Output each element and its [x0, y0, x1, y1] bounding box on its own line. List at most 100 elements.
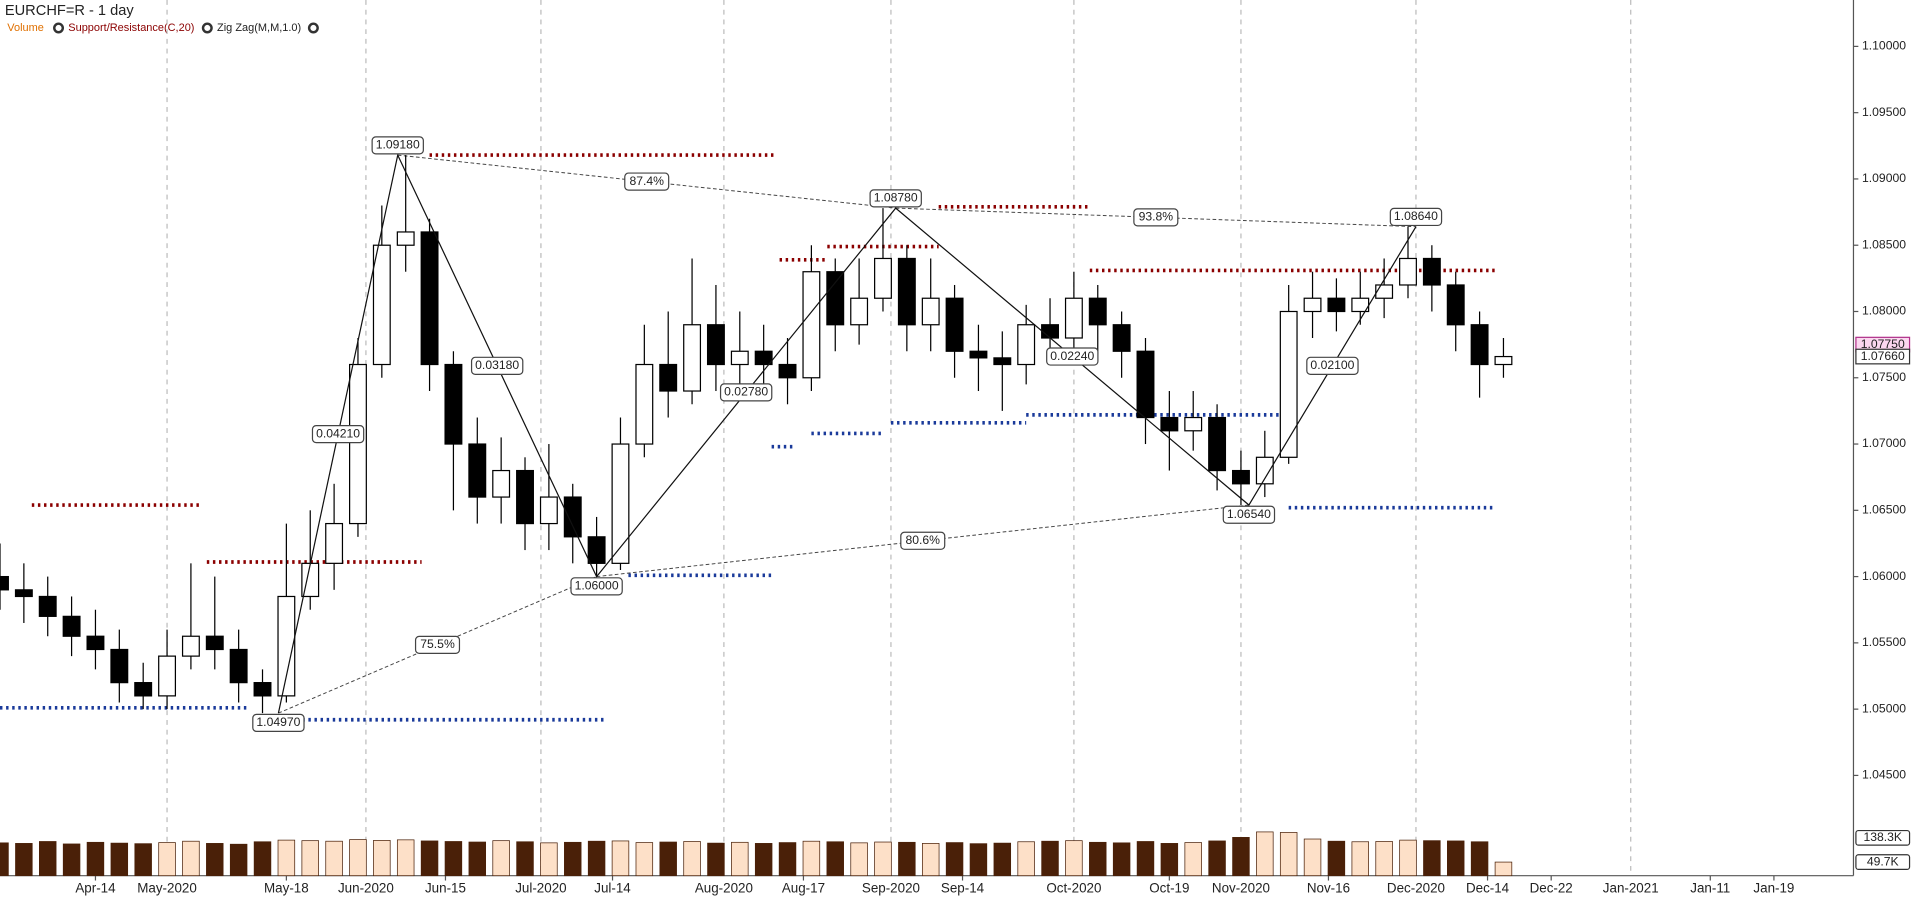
candle-body	[229, 648, 248, 684]
volume-bar	[110, 842, 129, 877]
y-tick-label: 1.05500	[1862, 635, 1906, 649]
candle-body	[706, 324, 725, 366]
y-tick-label: 1.09500	[1862, 105, 1906, 119]
volume-bar	[468, 841, 487, 877]
candle-body	[659, 363, 678, 392]
ratio-label: 93.8%	[1139, 210, 1174, 224]
leg-label-box	[719, 383, 773, 402]
pivot-label: 1.06540	[1227, 507, 1271, 521]
settings-icon[interactable]	[201, 22, 213, 34]
volume-bar	[707, 842, 725, 877]
leg-label-box	[1046, 347, 1099, 366]
candle-body	[181, 635, 200, 657]
volume-bar	[754, 843, 773, 877]
volume-bar	[826, 841, 844, 877]
y-tick-label: 1.06500	[1862, 503, 1906, 517]
volume-bar	[420, 840, 439, 877]
candle-body	[850, 297, 869, 326]
ratio-label-box	[414, 635, 461, 654]
volume-bar	[349, 839, 367, 877]
candle-body	[468, 443, 487, 498]
candle-body	[253, 682, 272, 697]
y-tick-label: 1.08000	[1862, 304, 1906, 318]
volume-bar	[993, 842, 1012, 877]
volume-label-box	[1855, 854, 1911, 870]
volume-bar	[0, 842, 9, 877]
candle-body	[754, 350, 773, 366]
ratio-label: 87.4%	[629, 174, 664, 188]
candle-body	[86, 635, 105, 651]
candle-body	[1494, 355, 1513, 366]
candle-body	[110, 648, 129, 684]
candle-body	[277, 595, 296, 697]
ratio-label: 75.5%	[420, 637, 455, 651]
leg-label-box	[1306, 356, 1359, 375]
pivot-label: 1.09180	[376, 138, 420, 152]
x-tick-label: Nov-16	[1307, 881, 1350, 896]
candle-body	[372, 244, 391, 366]
volume-bar	[1423, 840, 1441, 877]
volume-bar	[444, 841, 463, 877]
x-tick-label: Aug-17	[782, 881, 825, 896]
x-tick-label: May-2020	[137, 881, 197, 896]
candle-body	[1255, 456, 1274, 485]
candle-body	[1017, 324, 1036, 366]
volume-bar	[921, 843, 940, 877]
volume-bar	[1375, 841, 1393, 877]
pivot-label-box	[1389, 207, 1443, 227]
volume-bar	[1089, 841, 1107, 877]
candle-body	[444, 363, 463, 445]
volume-bar	[564, 841, 582, 877]
volume-bar	[325, 840, 343, 877]
volume-bar	[1447, 840, 1465, 877]
ratio-label: 80.6%	[906, 533, 941, 547]
candle-body	[611, 443, 630, 564]
candle-body	[1422, 257, 1441, 286]
leg-label: 0.04210	[316, 426, 360, 440]
candle-body	[158, 655, 177, 697]
volume-bar	[1017, 841, 1035, 877]
y-tick-label: 1.04500	[1862, 768, 1906, 782]
candle-body	[1136, 350, 1155, 419]
volume-bar	[1303, 838, 1322, 877]
leg-label: 0.03180	[475, 358, 519, 372]
candle-body	[1375, 284, 1394, 299]
x-tick-label: Oct-2020	[1046, 881, 1101, 896]
volume-bar	[635, 842, 654, 877]
volume-bar	[492, 840, 510, 877]
pivot-label-box	[1222, 505, 1276, 524]
volume-bar	[969, 843, 988, 877]
volume-bar	[1232, 837, 1250, 877]
settings-icon[interactable]	[53, 22, 65, 34]
volume-bar	[1065, 840, 1083, 877]
volume-bar	[39, 841, 57, 877]
last-price-label: 1.07750	[1861, 337, 1905, 351]
leg-label-box	[311, 424, 365, 444]
candle-body	[492, 469, 511, 498]
volume-bar	[683, 841, 701, 877]
candle-body	[1327, 297, 1346, 313]
volume-bar	[516, 841, 534, 877]
volume-bar	[1160, 843, 1179, 877]
x-tick-label: Jun-15	[425, 881, 466, 896]
settings-icon[interactable]	[307, 22, 319, 34]
candle-body	[539, 496, 558, 525]
volume-label: 138.3K	[1863, 830, 1902, 844]
x-tick-label: Jan-11	[1690, 881, 1730, 896]
candle-body	[1303, 297, 1322, 313]
candle-body	[1064, 297, 1083, 339]
pivot-label-box	[252, 713, 305, 732]
pivot-label: 1.06000	[575, 579, 619, 593]
volume-label-box	[1855, 829, 1911, 846]
candle-body	[1088, 297, 1107, 326]
candle-body	[0, 575, 9, 591]
volume-bar	[1041, 840, 1059, 877]
pivot-label: 1.04970	[256, 715, 300, 729]
y-tick-label: 1.08500	[1862, 237, 1906, 251]
candle-body	[1112, 324, 1131, 352]
volume-bar	[659, 841, 677, 877]
candle-body	[134, 682, 153, 697]
volume-bar	[945, 842, 964, 877]
candle-body	[396, 231, 415, 246]
